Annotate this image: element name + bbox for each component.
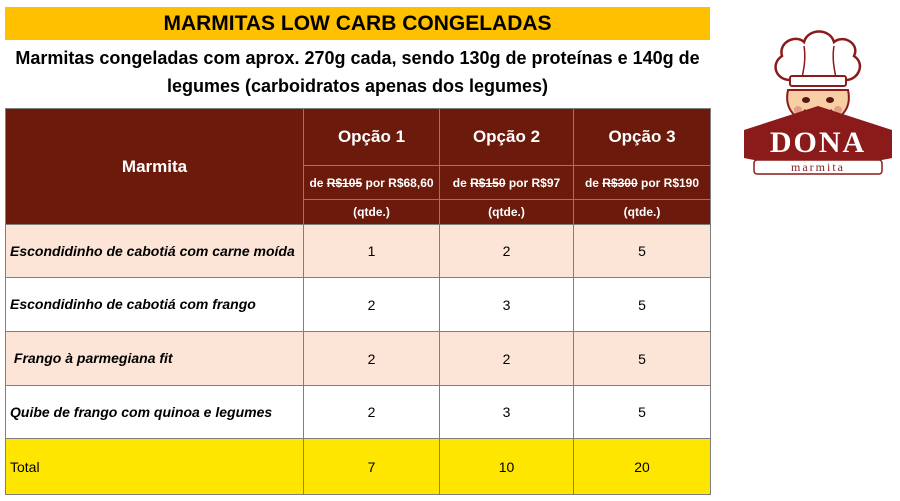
option-2-price: de R$150 por R$97: [439, 165, 574, 200]
option-3-price: de R$300 por R$190: [573, 165, 711, 200]
qty-cell: 2: [303, 331, 440, 386]
new-price: por R$97: [505, 175, 561, 190]
total-cell: 10: [439, 438, 574, 495]
option-1-header: Opção 1: [303, 108, 440, 166]
marmita-name: Escondidinho de cabotiá com frango: [5, 277, 304, 332]
qty-cell: 2: [439, 331, 574, 386]
logo-tag-plate: [753, 159, 883, 175]
qty-cell: 1: [303, 224, 440, 278]
page-title: MARMITAS LOW CARB CONGELADAS: [5, 7, 710, 40]
qty-cell: 2: [303, 385, 440, 439]
marmita-name: Frango à parmegiana fit: [5, 331, 304, 386]
price-prefix: de: [584, 175, 603, 190]
option-2-header: Opção 2: [439, 108, 574, 166]
qty-cell: 5: [573, 331, 711, 386]
option-1-qty-label: (qtde.): [303, 199, 440, 225]
table-row: Escondidinho de cabotiá com frango 2 3 5: [5, 277, 711, 332]
subtitle-line-1: Marmitas congeladas com aprox. 270g cada…: [15, 48, 700, 68]
old-price: R$300: [602, 175, 638, 190]
option-1-price: de R$105 por R$68,60: [303, 165, 440, 200]
logo-name: DONA: [770, 126, 866, 159]
table-row: Quibe de frango com quinoa e legumes 2 3…: [5, 385, 711, 439]
logo-tagline: marmita: [791, 160, 845, 174]
qty-cell: 5: [573, 385, 711, 439]
price-prefix: de: [452, 175, 471, 190]
total-row: Total 7 10 20: [5, 438, 711, 495]
page-subtitle: Marmitas congeladas com aprox. 270g cada…: [5, 44, 710, 104]
marmita-name: Quibe de frango com quinoa e legumes: [5, 385, 304, 439]
column-header-marmita: Marmita: [5, 108, 304, 225]
qty-cell: 2: [439, 224, 574, 278]
option-2-qty-label: (qtde.): [439, 199, 574, 225]
option-3-qty-label: (qtde.): [573, 199, 711, 225]
table-row: Frango à parmegiana fit 2 2 5: [5, 331, 711, 386]
marmita-name: Escondidinho de cabotiá com carne moída: [5, 224, 304, 278]
dona-marmita-logo: DONA marmita: [744, 30, 892, 175]
chef-hat-icon: [774, 30, 862, 87]
total-cell: 20: [573, 438, 711, 495]
option-3-header: Opção 3: [573, 108, 711, 166]
total-label: Total: [5, 438, 304, 495]
qty-cell: 2: [303, 277, 440, 332]
qty-cell: 3: [439, 277, 574, 332]
table-row: Escondidinho de cabotiá com carne moída …: [5, 224, 711, 278]
old-price: R$150: [470, 175, 506, 190]
qty-cell: 5: [573, 224, 711, 278]
qty-cell: 3: [439, 385, 574, 439]
marmitas-table: Marmita Opção 1 Opção 2 Opção 3 de R$105…: [5, 108, 711, 495]
total-cell: 7: [303, 438, 440, 495]
new-price: por R$190: [637, 175, 700, 190]
subtitle-line-2: legumes (carboidratos apenas dos legumes…: [166, 76, 549, 96]
qty-cell: 5: [573, 277, 711, 332]
new-price: por R$68,60: [362, 175, 434, 190]
logo-banner: [744, 106, 892, 164]
old-price: R$105: [326, 175, 363, 190]
price-prefix: de: [309, 175, 327, 190]
